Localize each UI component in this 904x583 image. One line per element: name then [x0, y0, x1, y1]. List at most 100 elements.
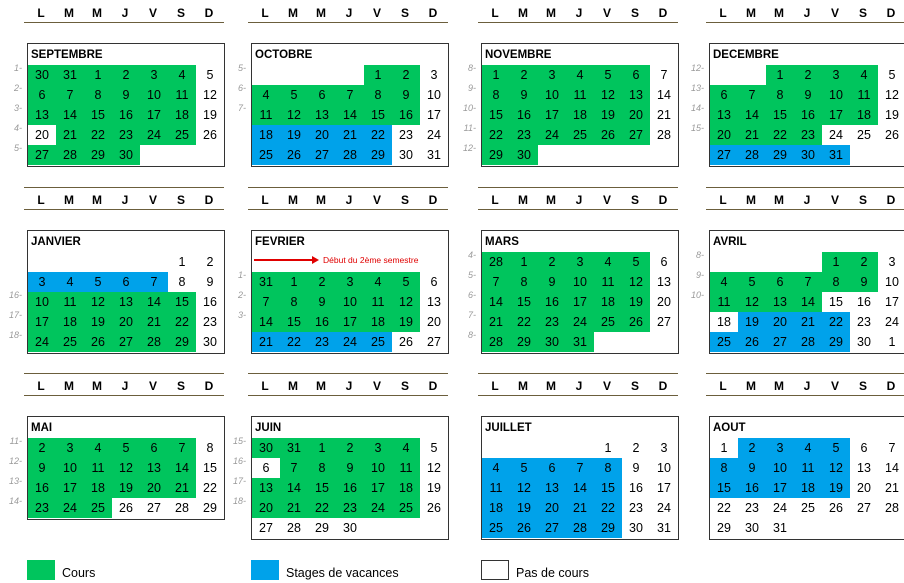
- day-cell: 27: [308, 145, 336, 165]
- day-header: M: [774, 6, 784, 20]
- week-number: 5-: [467, 270, 476, 280]
- day-cell: 20: [308, 125, 336, 145]
- day-cell: 30: [622, 518, 650, 538]
- day-cell: 1: [364, 65, 392, 85]
- day-header: V: [148, 6, 157, 20]
- header-rule-top: [248, 187, 448, 188]
- month-title: JANVIER: [31, 236, 81, 248]
- day-cell: 28: [168, 498, 196, 518]
- day-cell: 29: [710, 518, 738, 538]
- day-cell: 26: [878, 125, 904, 145]
- day-cell: 20: [850, 478, 878, 498]
- day-cell: 31: [766, 518, 794, 538]
- month-title: SEPTEMBRE: [31, 49, 103, 61]
- day-cell: 1: [594, 438, 622, 458]
- day-cell: 5: [822, 438, 850, 458]
- week-number: 6-: [237, 83, 246, 93]
- day-cell: 26: [280, 145, 308, 165]
- day-cell: 30: [538, 332, 566, 352]
- day-cell: 14: [280, 478, 308, 498]
- day-cell: 10: [822, 85, 850, 105]
- month-title: NOVEMBRE: [485, 49, 552, 61]
- day-header: S: [400, 379, 409, 393]
- header-rule: [248, 22, 448, 23]
- day-header: M: [774, 193, 784, 207]
- day-header: M: [518, 379, 528, 393]
- week-number: 13-: [8, 476, 22, 486]
- day-cell: 27: [538, 518, 566, 538]
- day-header: V: [148, 193, 157, 207]
- header-rule-top: [478, 373, 678, 374]
- day-cell: 28: [336, 145, 364, 165]
- day-cell: 18: [594, 292, 622, 312]
- day-cell: 19: [392, 312, 420, 332]
- week-number: 17-: [8, 310, 22, 320]
- day-cell: 15: [308, 478, 336, 498]
- legend-label-cours: Cours: [62, 566, 96, 580]
- week-number: 5-: [237, 63, 246, 73]
- day-cell: 25: [56, 332, 84, 352]
- day-cell: 16: [538, 292, 566, 312]
- day-cell: 5: [510, 458, 538, 478]
- day-header: S: [630, 379, 639, 393]
- day-cell: 10: [56, 458, 84, 478]
- day-header: S: [858, 6, 867, 20]
- header-rule: [706, 209, 904, 210]
- week-number: 3-: [13, 103, 22, 113]
- day-cell: 7: [566, 458, 594, 478]
- day-header: L: [37, 193, 45, 207]
- day-cell: 9: [28, 458, 56, 478]
- day-cell: 16: [738, 478, 766, 498]
- day-cell: 11: [364, 292, 392, 312]
- day-cell: 17: [822, 105, 850, 125]
- month-title: AOUT: [713, 422, 746, 434]
- day-cell: 11: [482, 478, 510, 498]
- day-cell: 22: [308, 498, 336, 518]
- day-cell: 11: [710, 292, 738, 312]
- legend-swatch-stages: [251, 560, 279, 580]
- week-number: 15-: [690, 123, 704, 133]
- day-cell: 1: [710, 438, 738, 458]
- day-cell: 8: [168, 272, 196, 292]
- day-cell: 29: [196, 498, 224, 518]
- day-header: M: [64, 379, 74, 393]
- day-cell: 8: [84, 85, 112, 105]
- day-cell: 7: [738, 85, 766, 105]
- month-title: AVRIL: [713, 236, 747, 248]
- day-cell: 20: [140, 478, 168, 498]
- day-cell: 29: [84, 145, 112, 165]
- day-cell: 22: [364, 125, 392, 145]
- day-cell: 7: [878, 438, 904, 458]
- day-cell: 2: [196, 252, 224, 272]
- day-cell: 15: [594, 478, 622, 498]
- day-cell: 2: [794, 65, 822, 85]
- week-number: 1-: [237, 270, 246, 280]
- day-cell: 22: [510, 312, 538, 332]
- day-cell: 15: [710, 478, 738, 498]
- semester-arrow: [254, 259, 314, 261]
- day-cell: 11: [56, 292, 84, 312]
- header-rule-top: [706, 187, 904, 188]
- day-cell: 16: [622, 478, 650, 498]
- day-cell: 31: [822, 145, 850, 165]
- day-cell: 21: [280, 498, 308, 518]
- day-cell: 10: [420, 85, 448, 105]
- day-header: L: [261, 193, 269, 207]
- day-cell: 9: [622, 458, 650, 478]
- day-cell: 16: [392, 105, 420, 125]
- day-header: M: [64, 193, 74, 207]
- day-cell: 24: [56, 498, 84, 518]
- day-cell: 9: [510, 85, 538, 105]
- day-cell: 4: [252, 85, 280, 105]
- day-cell: 11: [84, 458, 112, 478]
- day-cell: 15: [364, 105, 392, 125]
- day-cell: 5: [392, 272, 420, 292]
- day-header: D: [658, 6, 668, 20]
- day-cell: 8: [822, 272, 850, 292]
- day-cell: 6: [710, 85, 738, 105]
- day-cell: 4: [850, 65, 878, 85]
- day-header: J: [121, 193, 129, 207]
- week-number: 6-: [467, 290, 476, 300]
- day-cell: 26: [84, 332, 112, 352]
